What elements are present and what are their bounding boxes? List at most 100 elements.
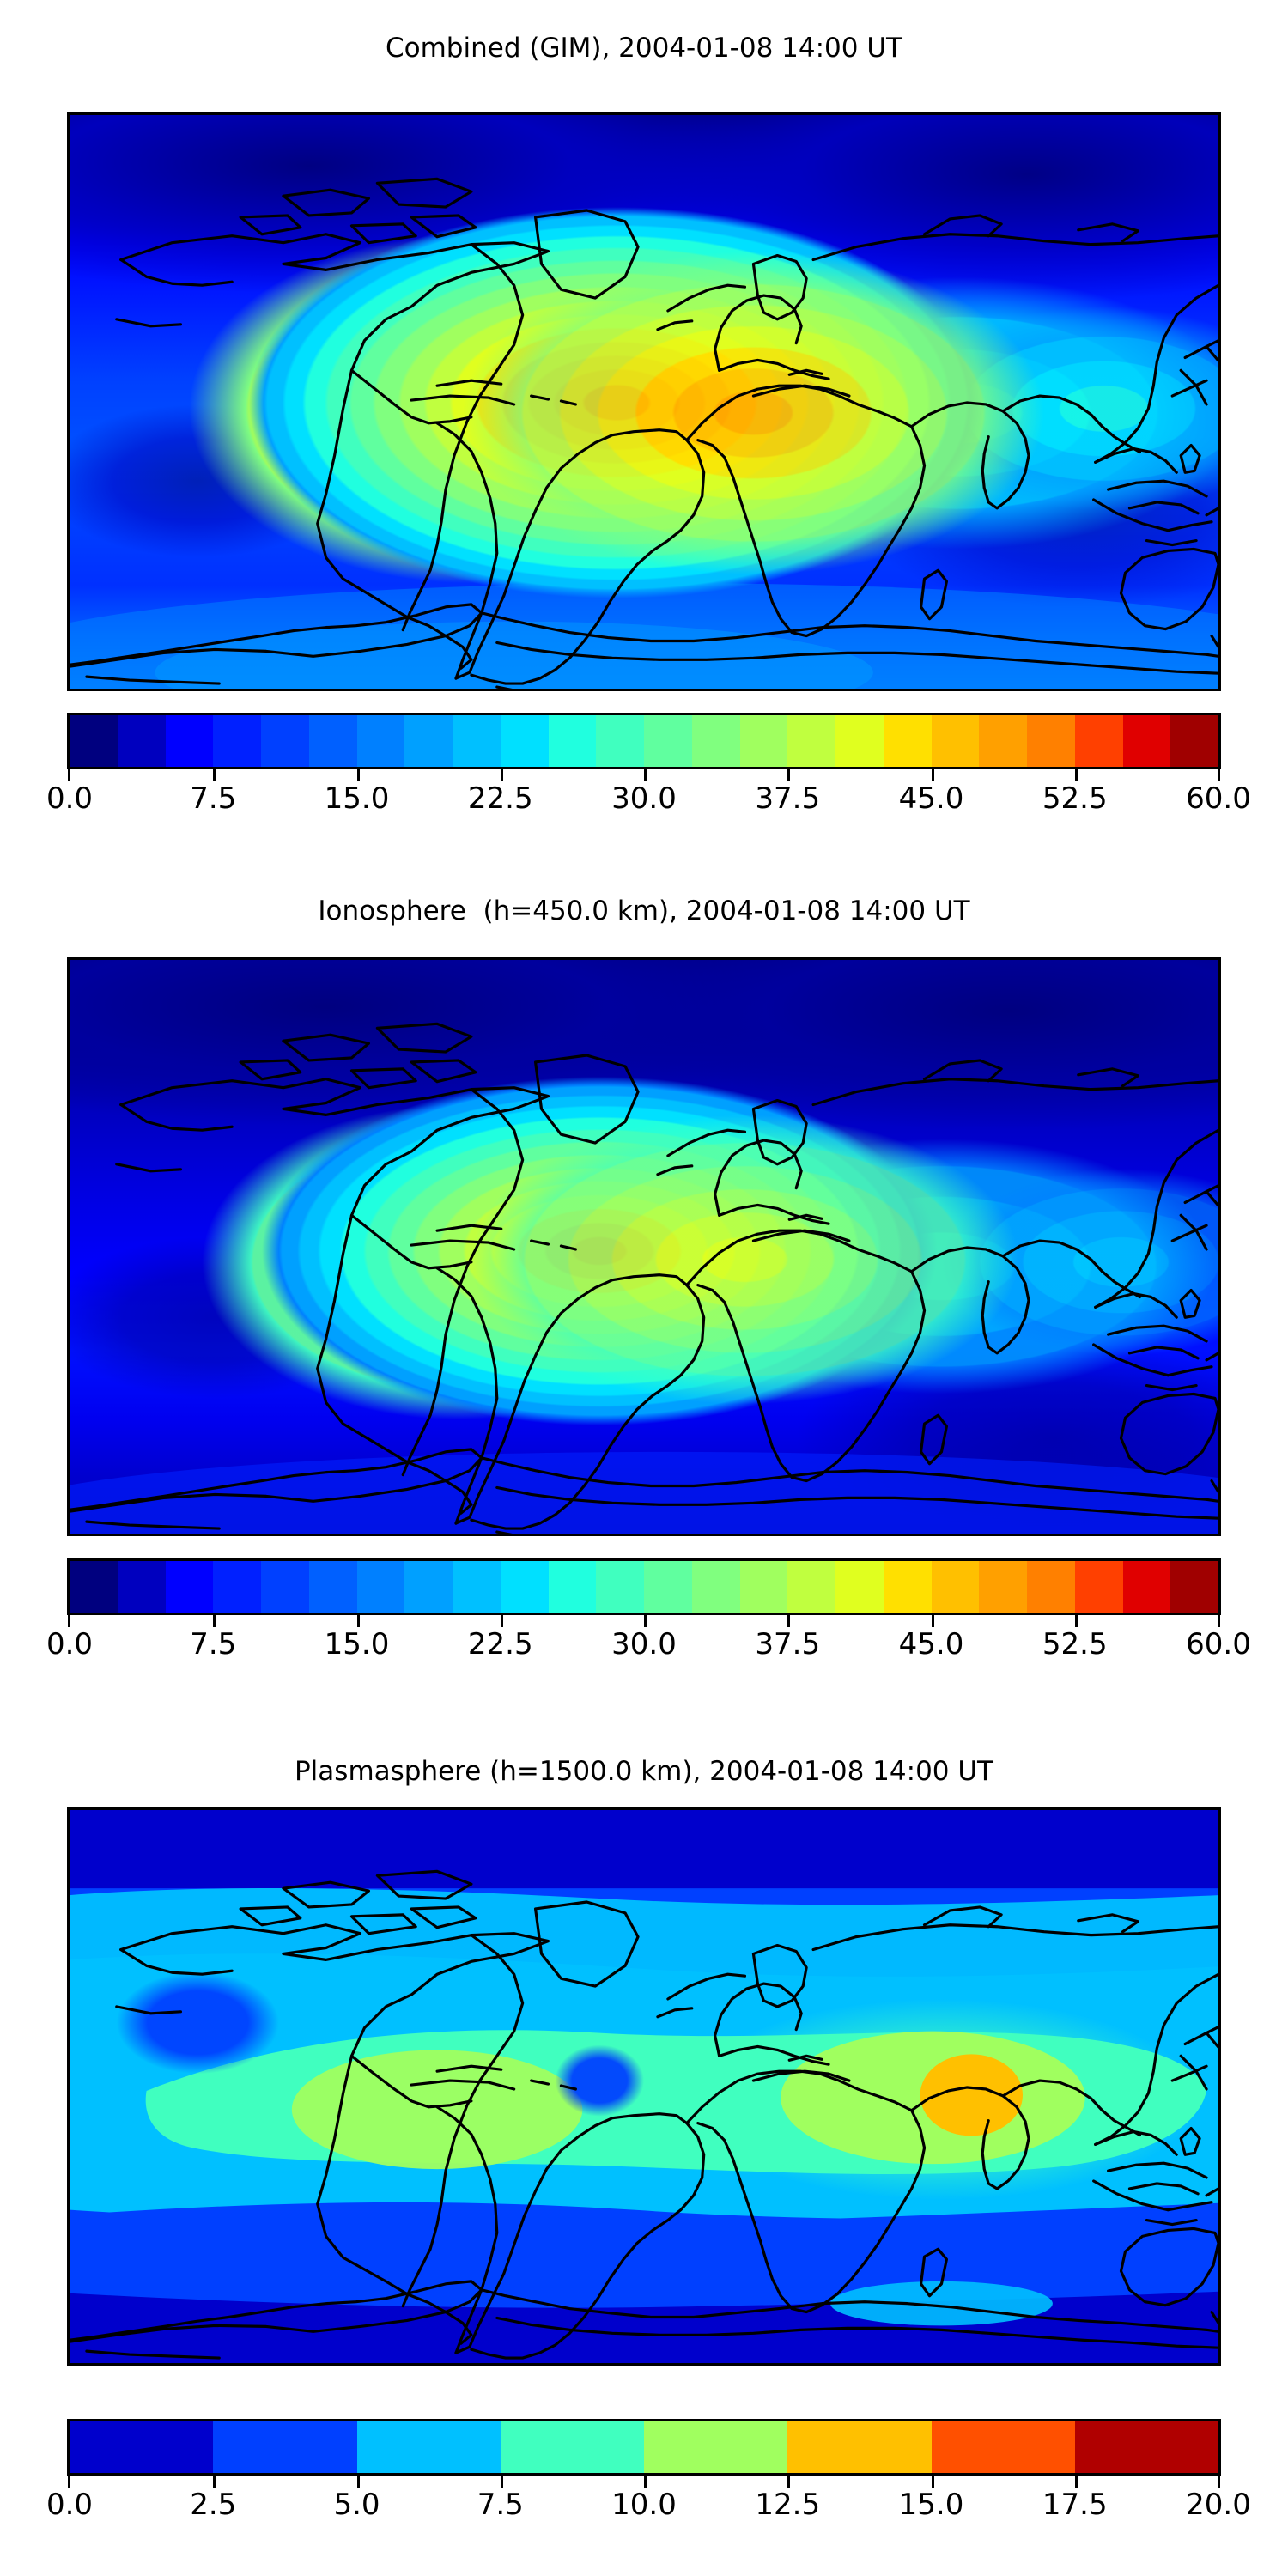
colorbar-band-10	[548, 1561, 597, 1613]
colorbar-band-20	[1027, 715, 1075, 767]
colorbar-band-5	[787, 2421, 932, 2473]
colorbar-band-0	[70, 1561, 118, 1613]
colorbar-tick-label: 5.0	[333, 2488, 380, 2522]
colorbar-band-15	[787, 1561, 835, 1613]
colorbar-band-6	[931, 2421, 1075, 2473]
colorbar-tick-label: 15.0	[324, 1627, 390, 1662]
colorbar-plasmasphere-labels: 0.0 2.5 5.0 7.5 10.0 12.5 15.0 17.5 20.0	[46, 2488, 1251, 2524]
colorbar-tick-mark	[1074, 1615, 1078, 1627]
colorbar-band-9	[500, 715, 549, 767]
map-plasmasphere	[67, 1807, 1221, 2366]
map-combined	[67, 112, 1221, 691]
colorbar-band-12	[644, 715, 692, 767]
colorbar-band-1	[213, 2421, 357, 2473]
colorbar-band-4	[261, 1561, 309, 1613]
colorbar-band-12	[644, 1561, 692, 1613]
colorbar-combined-labels: 0.0 7.5 15.0 22.5 30.0 37.5 45.0 52.5 60.0	[46, 781, 1251, 817]
colorbar-band-11	[596, 715, 644, 767]
colorbar-tick-mark	[356, 1615, 360, 1627]
colorbar-tick-label: 45.0	[898, 781, 964, 816]
colorbar-tick-mark	[213, 769, 216, 781]
panel-combined: Combined (GIM), 2004-01-08 14:00 UT	[0, 0, 1288, 867]
colorbar-plasmasphere-bands	[67, 2419, 1221, 2476]
colorbar-tick-mark	[644, 2476, 647, 2488]
colorbar-tick-mark	[1218, 2476, 1220, 2488]
colorbar-ionosphere-ticks	[67, 1615, 1221, 1627]
colorbar-band-1	[117, 715, 166, 767]
colorbar-tick-mark	[356, 2476, 360, 2488]
colorbar-tick-label: 30.0	[611, 781, 677, 816]
colorbar-tick-mark	[68, 1615, 70, 1627]
panel-title-combined: Combined (GIM), 2004-01-08 14:00 UT	[386, 33, 902, 64]
colorbar-tick-label: 60.0	[1186, 1627, 1251, 1662]
colorbar-tick-mark	[931, 769, 934, 781]
colorbar-tick-mark	[1074, 769, 1078, 781]
colorbar-tick-mark	[68, 769, 70, 781]
colorbar-tick-mark	[1218, 769, 1220, 781]
colorbar-band-19	[979, 1561, 1027, 1613]
colorbar-plasmasphere-ticks	[67, 2476, 1221, 2488]
colorbar-tick-mark	[500, 2476, 503, 2488]
colorbar-band-5	[308, 715, 357, 767]
colorbar-band-23	[1170, 715, 1218, 767]
colorbar-ionosphere: 0.0 7.5 15.0 22.5 30.0 37.5 45.0 52.5 60.0	[46, 1558, 1251, 1663]
colorbar-ionosphere-labels: 0.0 7.5 15.0 22.5 30.0 37.5 45.0 52.5 60.0	[46, 1627, 1251, 1663]
colorbar-tick-mark	[500, 769, 503, 781]
colorbar-tick-mark	[1218, 1615, 1220, 1627]
colorbar-tick-label: 7.5	[477, 2488, 524, 2522]
colorbar-tick-mark	[500, 1615, 503, 1627]
colorbar-band-9	[500, 1561, 549, 1613]
colorbar-band-14	[739, 1561, 788, 1613]
colorbar-band-2	[165, 715, 214, 767]
colorbar-tick-label: 12.5	[755, 2488, 821, 2522]
colorbar-band-10	[548, 715, 597, 767]
colorbar-band-21	[1074, 715, 1123, 767]
colorbar-band-17	[883, 715, 932, 767]
colorbar-tick-label: 0.0	[46, 781, 94, 816]
colorbar-band-7	[1074, 2421, 1218, 2473]
colorbar-band-0	[70, 2421, 214, 2473]
colorbar-tick-label: 2.5	[190, 2488, 237, 2522]
colorbar-tick-label: 17.5	[1042, 2488, 1108, 2522]
colorbar-tick-label: 10.0	[611, 2488, 677, 2522]
colorbar-tick-label: 30.0	[611, 1627, 677, 1662]
colorbar-tick-label: 15.0	[324, 781, 390, 816]
panel-title-plasmasphere: Plasmasphere (h=1500.0 km), 2004-01-08 1…	[294, 1756, 993, 1787]
colorbar-tick-label: 15.0	[898, 2488, 964, 2522]
colorbar-band-2	[356, 2421, 501, 2473]
colorbar-tick-mark	[68, 2476, 70, 2488]
colorbar-tick-label: 0.0	[46, 2488, 94, 2522]
colorbar-band-11	[596, 1561, 644, 1613]
colorbar-tick-mark	[213, 1615, 216, 1627]
colorbar-band-13	[691, 715, 740, 767]
colorbar-band-1	[117, 1561, 166, 1613]
colorbar-band-6	[356, 715, 405, 767]
colorbar-tick-mark	[931, 2476, 934, 2488]
colorbar-tick-label: 60.0	[1186, 781, 1251, 816]
colorbar-tick-label: 7.5	[190, 1627, 237, 1662]
colorbar-band-22	[1122, 1561, 1171, 1613]
colorbar-tick-label: 52.5	[1042, 1627, 1108, 1662]
colorbar-tick-mark	[213, 2476, 216, 2488]
colorbar-band-15	[787, 715, 835, 767]
colorbar-band-3	[213, 715, 261, 767]
colorbar-band-8	[453, 1561, 501, 1613]
colorbar-band-3	[500, 2421, 644, 2473]
colorbar-tick-label: 7.5	[190, 781, 237, 816]
colorbar-tick-label: 20.0	[1186, 2488, 1251, 2522]
colorbar-band-17	[883, 1561, 932, 1613]
panel-plasmasphere: Plasmasphere (h=1500.0 km), 2004-01-08 1…	[0, 1726, 1288, 2576]
colorbar-band-16	[835, 715, 884, 767]
colorbar-tick-mark	[644, 1615, 647, 1627]
colorbar-band-0	[70, 715, 118, 767]
colorbar-tick-mark	[644, 769, 647, 781]
colorbar-tick-mark	[787, 1615, 791, 1627]
map-ionosphere	[67, 957, 1221, 1536]
panel-title-ionosphere: Ionosphere (h=450.0 km), 2004-01-08 14:0…	[318, 896, 970, 927]
panel-ionosphere: Ionosphere (h=450.0 km), 2004-01-08 14:0…	[0, 859, 1288, 1726]
colorbar-tick-mark	[1074, 2476, 1078, 2488]
colorbar-tick-label: 22.5	[467, 1627, 533, 1662]
colorbar-plasmasphere: 0.0 2.5 5.0 7.5 10.0 12.5 15.0 17.5 20.0	[46, 2419, 1251, 2524]
colorbar-band-8	[453, 715, 501, 767]
